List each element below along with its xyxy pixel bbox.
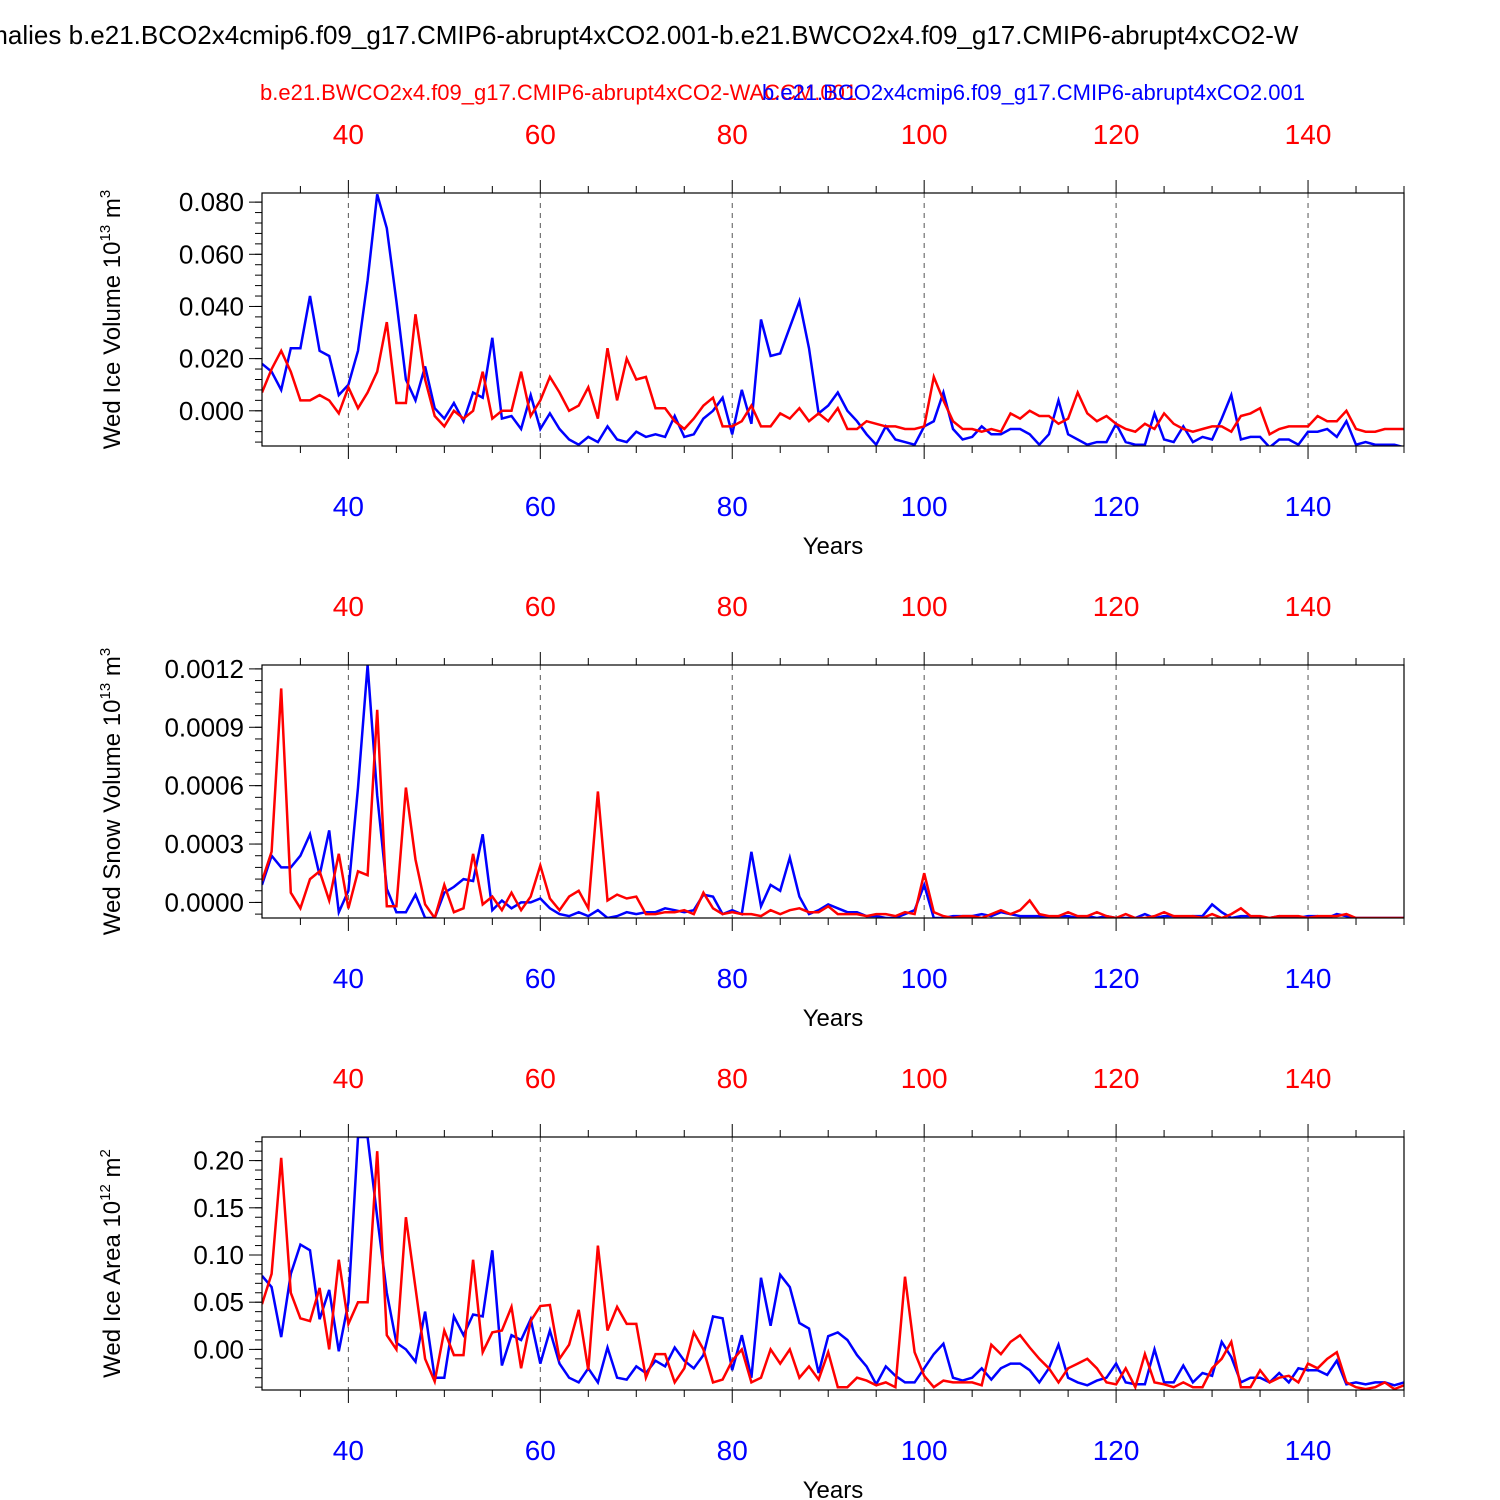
x-axis-label: Years	[803, 1005, 864, 1032]
x-tick-label-bottom: 60	[525, 491, 556, 522]
y-tick-label: 0.060	[179, 239, 244, 269]
y-tick-label: 0.020	[179, 344, 244, 374]
x-tick-label-bottom: 40	[333, 1435, 364, 1466]
x-tick-label-top: 120	[1093, 591, 1140, 622]
x-tick-label-top: 140	[1285, 1063, 1332, 1094]
y-tick-label: 0.0000	[164, 887, 244, 917]
legend-blue-label: b.e21.BCO2x4cmip6.f09_g17.CMIP6-abrupt4x…	[762, 80, 1305, 105]
x-tick-label-top: 60	[525, 591, 556, 622]
y-tick-label: 0.0006	[164, 771, 244, 801]
x-tick-label-top: 40	[333, 591, 364, 622]
y-tick-label: 0.0003	[164, 829, 244, 859]
plot-frame	[261, 1136, 1405, 1391]
series-line-red	[262, 688, 1404, 918]
x-tick-label-top: 80	[717, 119, 748, 150]
x-tick-label-top: 60	[525, 1063, 556, 1094]
x-tick-label-bottom: 100	[901, 1435, 948, 1466]
x-tick-label-top: 80	[717, 591, 748, 622]
x-tick-label-bottom: 60	[525, 963, 556, 994]
x-tick-label-bottom: 120	[1093, 963, 1140, 994]
series-line-blue	[262, 1137, 1404, 1387]
plot-frame	[261, 192, 1405, 447]
y-tick-label: 0.20	[193, 1146, 244, 1176]
x-tick-label-top: 60	[525, 119, 556, 150]
y-tick-label: 0.000	[179, 396, 244, 426]
x-tick-label-top: 100	[901, 119, 948, 150]
x-tick-label-bottom: 40	[333, 491, 364, 522]
x-tick-label-bottom: 80	[717, 1435, 748, 1466]
y-tick-label: 0.0012	[164, 654, 244, 684]
y-tick-label: 0.10	[193, 1240, 244, 1270]
y-tick-label: 0.080	[179, 187, 244, 217]
x-axis-label: Years	[803, 533, 864, 560]
x-tick-label-bottom: 140	[1285, 1435, 1332, 1466]
x-tick-label-bottom: 120	[1093, 491, 1140, 522]
x-tick-label-top: 140	[1285, 119, 1332, 150]
chart-title: Anomalies b.e21.BCO2x4cmip6.f09_g17.CMIP…	[0, 20, 1299, 50]
series-line-red	[262, 314, 1404, 437]
x-tick-label-top: 80	[717, 1063, 748, 1094]
x-tick-label-top: 40	[333, 119, 364, 150]
x-tick-label-top: 40	[333, 1063, 364, 1094]
x-tick-label-bottom: 100	[901, 963, 948, 994]
x-tick-label-bottom: 60	[525, 1435, 556, 1466]
x-tick-label-bottom: 140	[1285, 491, 1332, 522]
series-line-blue	[262, 665, 1404, 918]
x-tick-label-bottom: 80	[717, 963, 748, 994]
legend-red-label: b.e21.BWCO2x4.f09_g17.CMIP6-abrupt4xCO2-…	[260, 80, 858, 105]
x-tick-label-bottom: 100	[901, 491, 948, 522]
x-tick-label-top: 100	[901, 591, 948, 622]
x-tick-label-bottom: 80	[717, 491, 748, 522]
y-tick-label: 0.00	[193, 1334, 244, 1364]
y-axis-label: Wed Snow Volume 1013 m3	[97, 648, 126, 935]
plot-frame	[261, 664, 1405, 919]
y-tick-label: 0.15	[193, 1193, 244, 1223]
y-axis-label: Wed Ice Volume 1013 m3	[97, 190, 126, 449]
x-tick-label-bottom: 40	[333, 963, 364, 994]
y-tick-label: 0.0009	[164, 712, 244, 742]
x-tick-label-bottom: 120	[1093, 1435, 1140, 1466]
y-tick-label: 0.040	[179, 291, 244, 321]
x-tick-label-top: 100	[901, 1063, 948, 1094]
y-tick-label: 0.05	[193, 1287, 244, 1317]
x-axis-label: Years	[803, 1477, 864, 1500]
x-tick-label-bottom: 140	[1285, 963, 1332, 994]
y-axis-label: Wed Ice Area 1012 m2	[97, 1149, 126, 1378]
x-tick-label-top: 140	[1285, 591, 1332, 622]
x-tick-label-top: 120	[1093, 1063, 1140, 1094]
series-line-red	[262, 1151, 1404, 1390]
series-line-blue	[262, 193, 1404, 446]
x-tick-label-top: 120	[1093, 119, 1140, 150]
